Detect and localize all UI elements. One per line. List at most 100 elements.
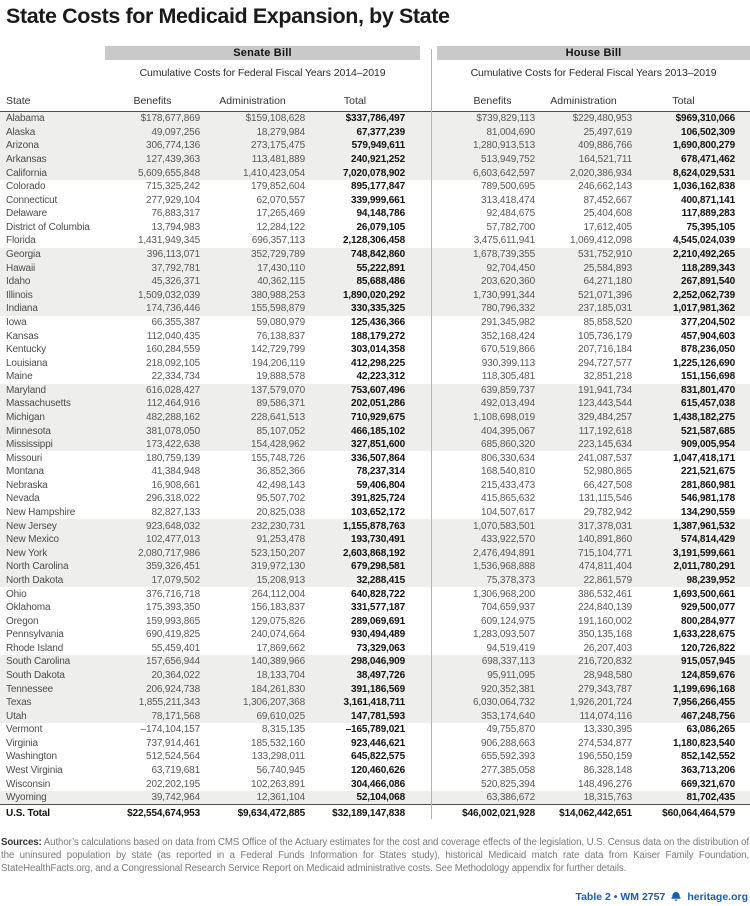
house-total-value: 1,438,182,275: [672, 412, 735, 423]
senate-administration-value: 185,532,160: [251, 737, 305, 749]
senate-total-value: 391,186,569: [351, 683, 405, 695]
house-total-value: 1,387,961,532: [672, 520, 735, 532]
state-name: Massachusetts: [6, 398, 71, 410]
state-name: Nevada: [6, 493, 40, 505]
senate-total-value: 26,079,105: [356, 221, 405, 233]
house-benefits-value: 685,860,320: [481, 439, 535, 451]
senate-benefits-value: 174,736,446: [146, 303, 200, 315]
house-administration-value: 13,330,395: [583, 724, 632, 736]
table-row: Texas 1,855,211,343 1,306,207,368 3,161,…: [0, 695, 750, 710]
house-administration-value: 117,192,618: [578, 425, 632, 437]
house-benefits-value: 94,519,419: [486, 642, 535, 654]
house-benefits-value: 433,922,570: [481, 534, 535, 546]
table-row: Nebraska 16,908,661 42,498,143 59,406,80…: [0, 479, 750, 493]
table-row: New York 2,080,717,986 523,150,207 2,603…: [0, 546, 750, 561]
senate-benefits-value: 16,908,661: [151, 479, 200, 491]
state-name: Indiana: [6, 303, 38, 315]
house-administration-value: 52,980,865: [583, 466, 632, 478]
senate-bill-header: Senate Bill: [105, 46, 420, 60]
house-administration-value: 715,104,771: [578, 547, 632, 559]
state-name: Nebraska: [6, 479, 48, 491]
senate-total-value: 640,828,722: [351, 588, 405, 600]
senate-total-value: 895,177,847: [351, 181, 405, 193]
senate-administration-value: 85,107,052: [256, 425, 305, 437]
senate-benefits-value: 127,439,363: [146, 154, 200, 166]
senate-administration-value: 56,740,945: [256, 765, 305, 777]
senate-administration-value: 42,498,143: [256, 479, 305, 491]
state-name: Illinois: [6, 289, 33, 301]
section-gap: [420, 46, 437, 60]
table-row: Massachusetts 112,464,916 89,586,371 202…: [0, 397, 750, 411]
senate-total-value: 579,949,611: [351, 140, 406, 152]
sources-note: Sources: Author’s calculations based on …: [0, 837, 750, 876]
house-bill-header: House Bill: [437, 46, 750, 60]
senate-total-value: 202,051,286: [351, 398, 405, 410]
table-row: Oregon 159,993,865 129,075,826 289,069,6…: [0, 614, 750, 628]
house-benefits-value: 492,013,494: [481, 398, 535, 410]
house-benefits-value: 118,305,481: [481, 371, 535, 383]
house-total-value: 120,726,822: [681, 642, 735, 654]
house-benefits-value: 806,330,634: [481, 452, 535, 464]
senate-total-value: 120,460,626: [351, 765, 405, 777]
senate-benefits-value: 2,080,717,986: [137, 547, 200, 559]
table-row: Idaho 45,326,371 40,362,115 85,688,486 2…: [0, 274, 750, 289]
table-row: Alabama $178,677,869 $159,108,628 $337,7…: [0, 112, 750, 126]
table-row: California 5,609,655,848 1,410,423,054 7…: [0, 166, 750, 180]
senate-administration-value: 523,150,207: [251, 547, 305, 559]
senate-total-value: 336,507,864: [351, 452, 405, 464]
house-total-value: 574,814,429: [681, 534, 735, 546]
senate-total-value: 125,436,366: [351, 316, 405, 328]
senate-administration-value: 179,852,604: [251, 181, 305, 193]
table-row: Montana 41,384,948 36,852,366 78,237,314…: [0, 465, 750, 479]
table-row: Arizona 306,774,136 273,175,475 579,949,…: [0, 139, 750, 153]
state-name: U.S. Total: [6, 808, 50, 820]
senate-benefits-value: 17,079,502: [151, 574, 200, 586]
table-row: Maine 22,334,734 19,888,578 42,223,312 1…: [0, 370, 750, 384]
house-total-value: 1,036,162,838: [672, 181, 735, 193]
senate-benefits-value: 82,827,133: [151, 507, 200, 519]
house-administration-value: 114,074,116: [579, 710, 633, 722]
table-row: Wyoming 39,742,964 12,361,104 52,104,068…: [0, 790, 750, 805]
state-name: Alabama: [6, 113, 45, 125]
house-administration-value: 191,160,002: [578, 615, 632, 627]
senate-total-value: 412,298,225: [351, 357, 405, 369]
senate-administration-value: 17,265,469: [256, 208, 305, 220]
senate-administration-value: 129,075,826: [251, 615, 305, 627]
house-benefits-value: 291,345,982: [481, 316, 535, 328]
senate-benefits-value: 112,040,435: [146, 330, 200, 342]
house-administration-value: 32,851,218: [583, 371, 632, 383]
house-administration-value: 29,782,942: [583, 507, 632, 519]
house-total-value: 1,633,228,675: [672, 629, 735, 641]
house-administration-value: 207,716,184: [578, 344, 632, 356]
house-subtitle: Cumulative Costs for Federal Fiscal Year…: [470, 67, 717, 79]
table-row: Indiana 174,736,446 155,598,879 330,335,…: [0, 302, 750, 316]
house-benefits-value: 1,306,968,200: [472, 588, 535, 600]
senate-benefits-value: 482,288,162: [146, 412, 200, 423]
table-row: Arkansas 127,439,363 113,481,889 240,921…: [0, 152, 750, 167]
house-benefits-value: 609,124,975: [481, 615, 535, 627]
table-row: Florida 1,431,949,345 696,357,113 2,128,…: [0, 234, 750, 248]
sources-label: Sources:: [1, 837, 42, 849]
senate-total-value: 645,822,575: [351, 751, 405, 763]
senate-subtitle: Cumulative Costs for Federal Fiscal Year…: [139, 67, 386, 79]
house-administration-value: 148,496,276: [578, 778, 632, 790]
senate-total-value: 748,842,860: [351, 249, 405, 261]
senate-benefits-value: 737,914,461: [146, 737, 200, 749]
senate-total-value: 339,999,661: [351, 194, 405, 206]
house-benefits-value: 1,070,583,501: [472, 520, 535, 532]
senate-benefits-value: 13,794,983: [151, 221, 200, 233]
house-administration-value: $229,480,953: [572, 113, 633, 125]
house-benefits-value: 1,730,991,344: [472, 289, 535, 301]
senate-total-value: 753,607,496: [351, 384, 405, 396]
state-name: Arkansas: [6, 154, 47, 166]
table-row: Georgia 396,113,071 352,729,789 748,842,…: [0, 247, 750, 262]
senate-benefits-header: Benefits: [133, 95, 172, 107]
house-total-value: 221,521,675: [681, 466, 735, 478]
heritage-site-link[interactable]: heritage.org: [687, 891, 748, 904]
senate-administration-value: 1,306,207,368: [242, 697, 305, 709]
senate-administration-value: 20,825,038: [256, 507, 305, 519]
senate-benefits-value: 1,855,211,343: [138, 697, 200, 709]
house-benefits-value: 670,519,866: [481, 344, 535, 356]
house-benefits-value: 104,507,617: [481, 507, 535, 519]
house-administration-value: 409,886,766: [578, 140, 632, 152]
